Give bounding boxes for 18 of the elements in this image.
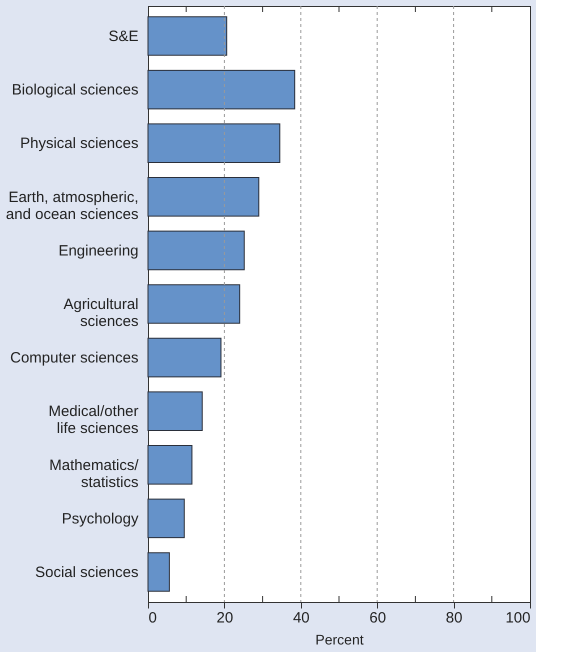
x-tick-label: 0 xyxy=(148,610,157,626)
y-tick-label: S&E xyxy=(108,28,138,46)
y-tick-label: Earth, atmospheric, and ocean sciences xyxy=(6,188,138,223)
x-tick-label: 80 xyxy=(446,610,462,626)
y-tick-label: Physical sciences xyxy=(20,135,138,152)
y-tick-label: Medical/other life sciences xyxy=(48,403,138,438)
x-tick-label: 100 xyxy=(505,610,530,626)
x-tick-label: 20 xyxy=(216,610,234,626)
x-tick-label: 60 xyxy=(369,610,386,626)
x-tick-label: 40 xyxy=(292,610,310,626)
y-tick-label: Computer sciences xyxy=(10,350,138,367)
x-axis-title: Percent xyxy=(315,632,364,648)
y-tick-label: Biological sciences xyxy=(12,82,138,99)
y-tick-label: Engineering xyxy=(58,242,138,260)
y-tick-label: Mathematics/ statistics xyxy=(49,456,140,491)
y-tick-label: Social sciences xyxy=(35,564,138,581)
y-tick-label: Psychology xyxy=(62,510,139,528)
y-tick-label: Agricultural sciences xyxy=(63,296,138,330)
